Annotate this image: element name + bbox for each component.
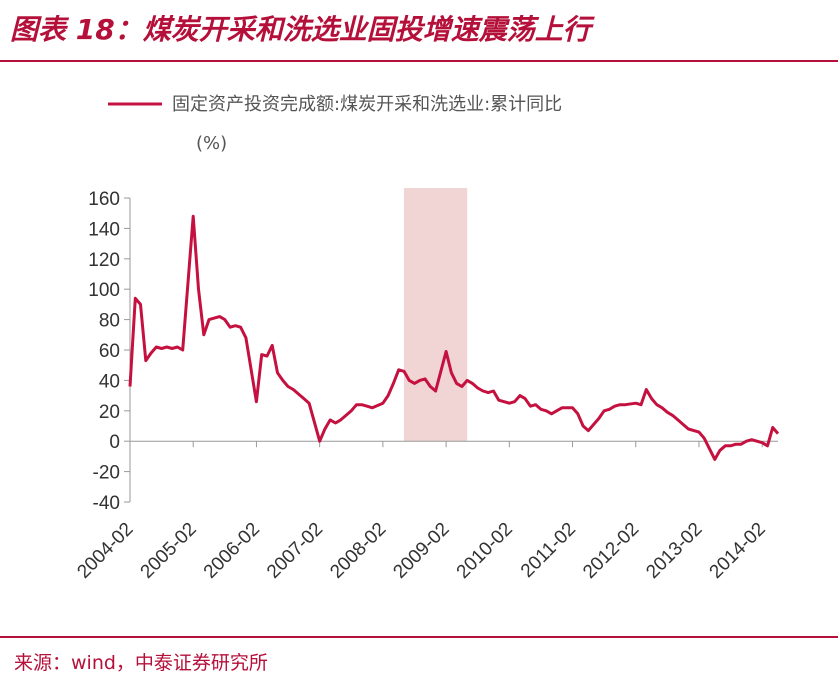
series-line: [128, 214, 780, 461]
title-divider: [0, 60, 838, 62]
footer-divider: [0, 636, 838, 638]
shaded-region: [403, 188, 468, 442]
y-tick-label: 40: [99, 371, 120, 392]
x-tick-label: 2012-02: [579, 519, 643, 583]
plot-area: 160 140 120 100 80 60 40 20 0 -20 -40 2004-02 2005-0…: [73, 188, 780, 583]
line-chart: 固定资产投资完成额:煤炭开采和洗选业:累计同比 (%) 160 140 120 100…: [73, 94, 780, 583]
y-tick-label: 120: [88, 250, 120, 271]
x-tick-label: 2007-02: [263, 519, 327, 583]
x-tick-label: 2004-02: [73, 519, 137, 583]
y-tick-label: 100: [88, 280, 120, 301]
y-tick-label: 160: [88, 189, 120, 210]
legend-unit: (%): [196, 133, 227, 154]
x-tick-label: 2010-02: [453, 519, 517, 583]
y-tick-label: 20: [99, 402, 120, 423]
y-tick-label: 80: [99, 311, 120, 332]
x-tick-label: 2013-02: [642, 519, 706, 583]
figure-title: 图表 18：煤炭开采和洗选业固投增速震荡上行: [10, 13, 591, 46]
source-note: 来源：wind，中泰证券研究所: [14, 652, 268, 674]
x-tick-label: 2011-02: [517, 519, 580, 582]
x-tick-label: 2005-02: [137, 519, 201, 583]
y-tick-label: -20: [93, 463, 120, 484]
y-tick-label: 140: [88, 219, 120, 240]
y-tick-label: 0: [109, 432, 120, 453]
x-tick-label: 2009-02: [389, 519, 453, 583]
legend-label: 固定资产投资完成额:煤炭开采和洗选业:累计同比: [172, 94, 562, 115]
y-tick-label: 60: [99, 341, 120, 362]
x-tick-label: 2008-02: [326, 519, 390, 583]
legend: 固定资产投资完成额:煤炭开采和洗选业:累计同比 (%): [108, 94, 562, 154]
y-tick-label: -40: [93, 493, 120, 514]
x-tick-label: 2006-02: [200, 519, 264, 583]
x-tick-label: 2014-02: [706, 519, 770, 583]
